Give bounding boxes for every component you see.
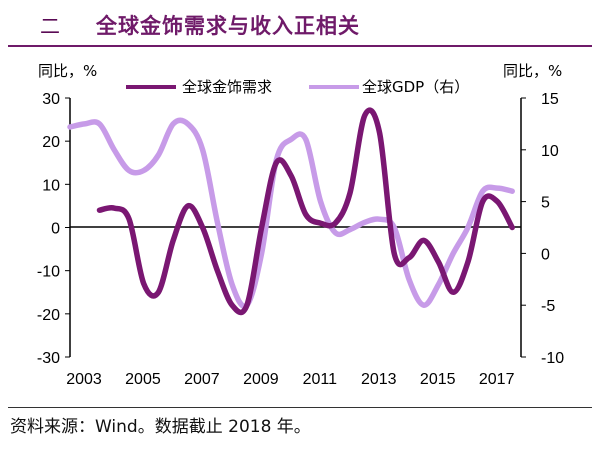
left-tick-label: 30 <box>42 91 60 108</box>
x-tick-label: 2009 <box>243 371 279 388</box>
right-tick-label: 10 <box>541 143 559 160</box>
x-tick-label: 2005 <box>125 371 161 388</box>
left-axis-unit: 同比，% <box>38 62 97 80</box>
x-tick-label: 2007 <box>184 371 220 388</box>
left-tick-label: -30 <box>37 350 60 367</box>
right-tick-label: -10 <box>541 350 564 367</box>
source-divider <box>8 407 592 408</box>
x-axis-ticks: 2003 2005 2007 2009 2011 2013 2015 2017 <box>66 371 514 388</box>
legend-label-series-1: 全球金饰需求 <box>182 78 272 96</box>
x-tick-label: 2013 <box>361 371 397 388</box>
legend-label-series-2: 全球GDP（右） <box>362 78 469 96</box>
right-tick-label: 15 <box>541 91 559 108</box>
right-tick-label: 0 <box>541 246 550 263</box>
series-layer <box>67 107 515 316</box>
left-tick-label: -10 <box>37 264 60 281</box>
legend: 全球金饰需求 全球GDP（右） <box>126 78 469 96</box>
right-tick-label: -5 <box>541 298 555 315</box>
left-tick-label: 10 <box>42 177 60 194</box>
source-note: 资料来源：Wind。数据截止 2018 年。 <box>10 417 311 437</box>
header-divider <box>8 45 592 47</box>
right-axis-ticks: -10 -5 0 5 10 15 <box>521 91 564 367</box>
x-tick-label: 2017 <box>479 371 515 388</box>
left-tick-label: -20 <box>37 307 60 324</box>
right-axis-unit: 同比，% <box>503 62 562 80</box>
x-tick-label: 2011 <box>303 371 338 388</box>
x-tick-label: 2015 <box>420 371 456 388</box>
report-header: 二 全球金饰需求与收入正相关 <box>0 0 599 48</box>
right-tick-label: 5 <box>541 195 550 212</box>
left-tick-label: 20 <box>42 134 60 151</box>
section-number: 二 <box>40 14 60 38</box>
left-axis-ticks: -30 -20 -10 0 10 20 30 <box>37 91 70 367</box>
left-tick-label: 0 <box>51 221 60 238</box>
chart-heading: 全球金饰需求与收入正相关 <box>96 14 360 38</box>
x-tick-label: 2003 <box>66 371 102 388</box>
